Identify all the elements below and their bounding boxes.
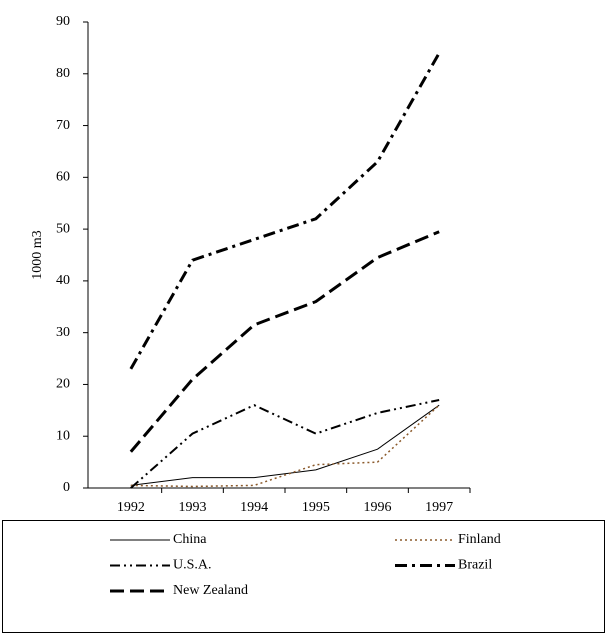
- legend-label: Finland: [458, 532, 501, 547]
- series-line: [130, 404, 440, 486]
- series-line: [130, 398, 440, 489]
- x-tick-label: 1992: [117, 500, 145, 515]
- legend-label: China: [173, 532, 207, 547]
- x-tick-label: 1995: [302, 500, 330, 515]
- y-axis-label: 1000 m3: [30, 230, 45, 279]
- y-tick-label: 90: [56, 14, 70, 29]
- x-tick-label: 1997: [425, 500, 453, 515]
- series-line: [129, 230, 440, 453]
- series-line: [129, 52, 441, 370]
- series-line: [130, 404, 440, 488]
- legend-label: Brazil: [458, 558, 492, 573]
- legend-label: New Zealand: [173, 583, 248, 598]
- x-tick-label: 1994: [240, 500, 268, 515]
- y-tick-label: 80: [56, 66, 70, 81]
- legend-box: [2, 520, 605, 633]
- x-tick-label: 1993: [179, 500, 207, 515]
- y-tick-label: 0: [63, 480, 70, 495]
- y-tick-label: 20: [56, 377, 70, 392]
- y-tick-label: 50: [56, 221, 70, 236]
- y-tick-label: 10: [56, 428, 70, 443]
- x-tick-label: 1996: [364, 500, 392, 515]
- y-tick-label: 30: [56, 325, 70, 340]
- y-tick-label: 40: [56, 273, 70, 288]
- y-tick-label: 60: [56, 170, 70, 185]
- y-tick-label: 70: [56, 118, 70, 133]
- legend-label: U.S.A.: [173, 558, 212, 573]
